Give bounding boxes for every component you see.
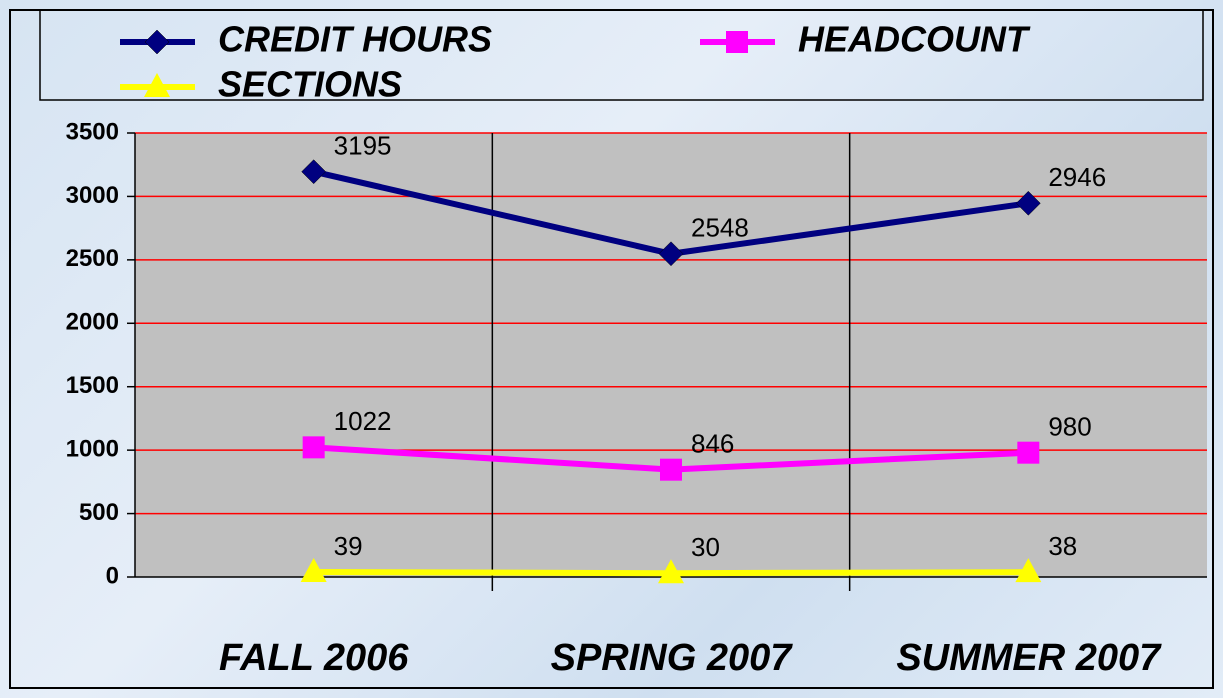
- data-point: [658, 559, 684, 584]
- y-tick-label: 2500: [66, 245, 119, 272]
- data-point: [301, 159, 327, 185]
- data-point: [300, 558, 327, 583]
- data-point: [658, 241, 684, 267]
- y-tick-label: 500: [79, 499, 119, 526]
- legend-marker: [144, 29, 170, 55]
- data-point: [302, 436, 325, 459]
- y-tick-label: 3500: [66, 118, 119, 145]
- data-point: [1017, 441, 1040, 464]
- data-label: 2548: [691, 213, 749, 243]
- legend-marker: [726, 31, 748, 53]
- data-label: 3195: [334, 131, 392, 161]
- legend-label: HEADCOUNT: [798, 19, 1031, 60]
- x-tick-label: SUMMER 2007: [896, 637, 1162, 679]
- y-tick-label: 1000: [66, 435, 119, 462]
- data-point: [1015, 190, 1041, 216]
- y-tick-label: 2000: [66, 309, 119, 336]
- legend-label: CREDIT HOURS: [218, 19, 492, 60]
- data-label: 38: [1048, 531, 1077, 561]
- x-tick-label: SPRING 2007: [551, 637, 794, 679]
- data-label: 1022: [334, 406, 392, 436]
- legend-marker: [144, 73, 170, 97]
- data-label: 846: [691, 429, 734, 459]
- x-tick-label: FALL 2006: [219, 637, 409, 679]
- y-tick-label: 3000: [66, 182, 119, 209]
- y-tick-label: 0: [106, 562, 119, 589]
- data-point: [1015, 558, 1042, 583]
- data-label: 980: [1048, 412, 1091, 442]
- y-tick-label: 1500: [66, 372, 119, 399]
- data-label: 30: [691, 532, 720, 562]
- plot-area: [135, 133, 1207, 577]
- legend-label: SECTIONS: [218, 64, 402, 105]
- legend-box: [39, 9, 1204, 101]
- data-label: 2946: [1048, 162, 1106, 192]
- data-point: [660, 458, 682, 481]
- data-label: 39: [334, 531, 363, 561]
